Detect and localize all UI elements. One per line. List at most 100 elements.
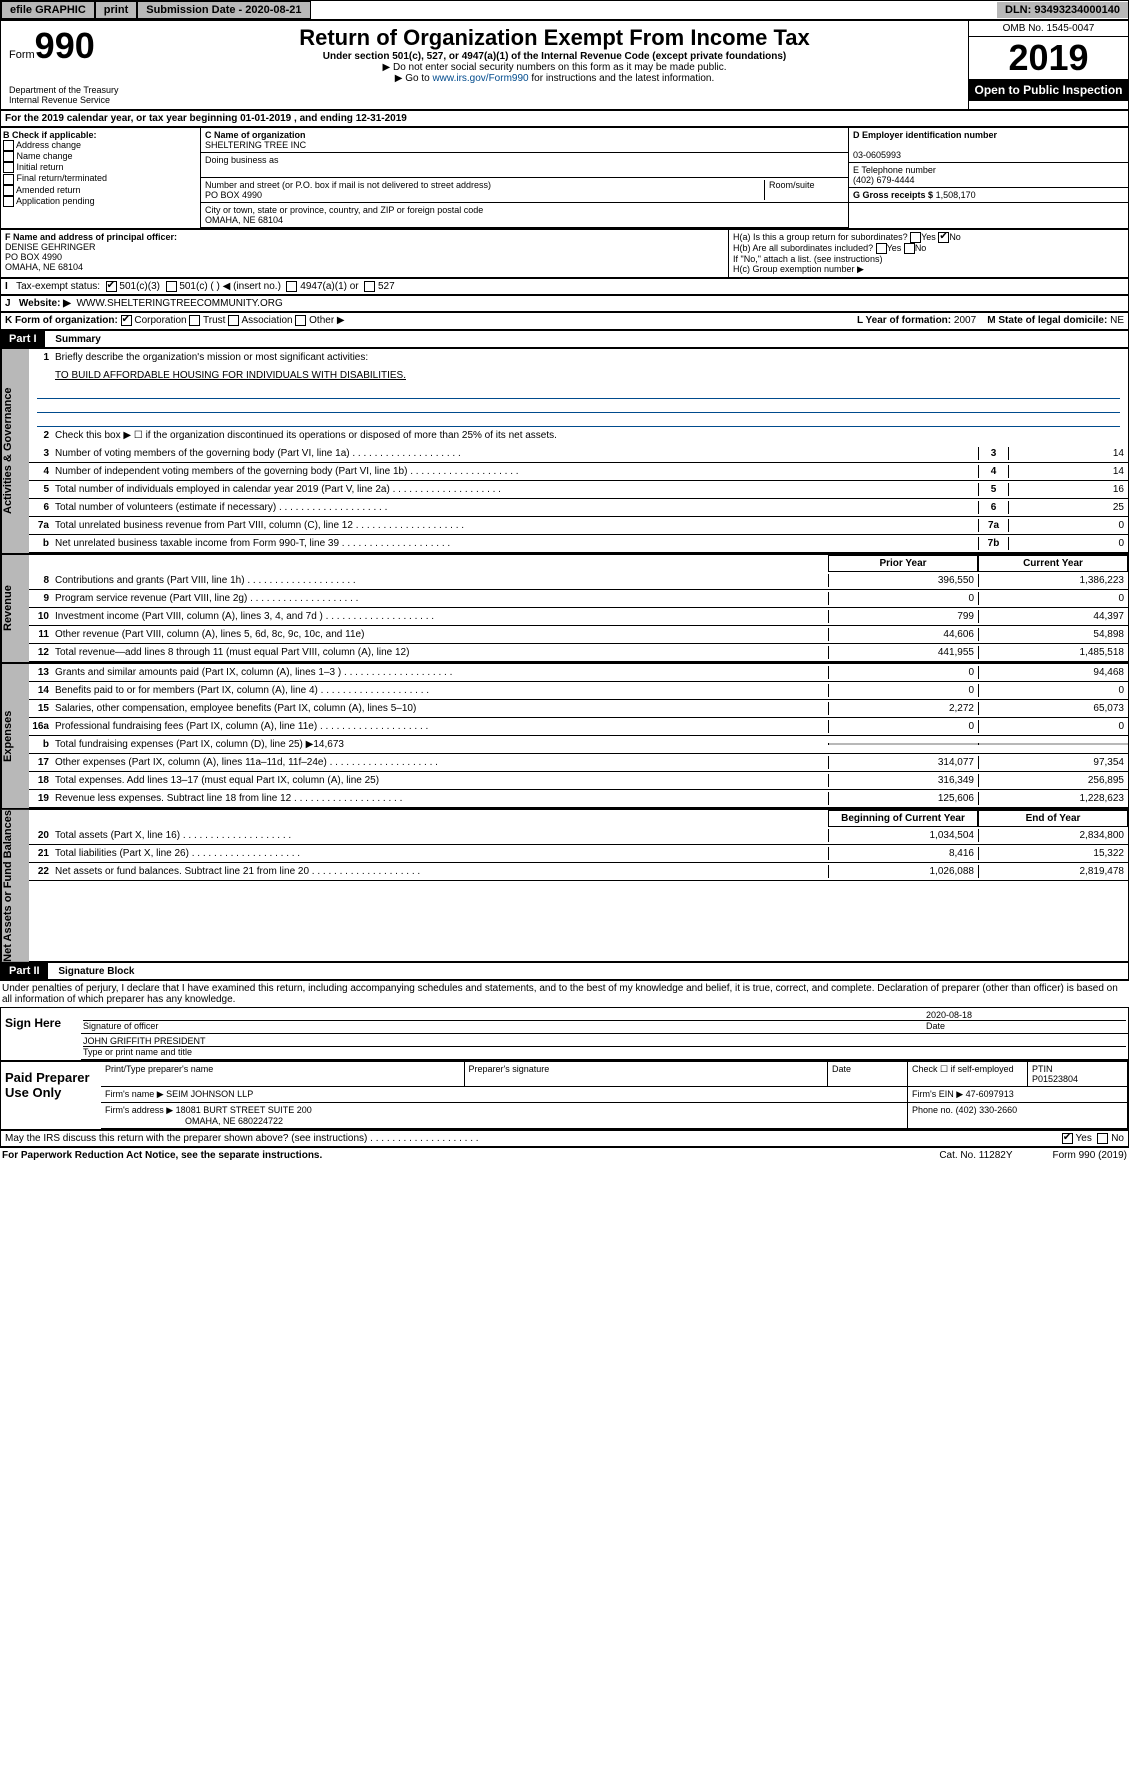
form-header: Form990 Department of the Treasury Inter… [0, 20, 1129, 110]
dln-label: DLN: 93493234000140 [997, 2, 1128, 18]
sign-here-label: Sign Here [1, 1008, 81, 1060]
form-number-cell: Form990 Department of the Treasury Inter… [1, 21, 141, 109]
line5: Total number of individuals employed in … [53, 483, 978, 496]
v6: 25 [1008, 501, 1128, 514]
chk-name[interactable]: Name change [3, 151, 198, 162]
period-row: For the 2019 calendar year, or tax year … [0, 110, 1129, 127]
box-b: B Check if applicable: Address change Na… [1, 128, 201, 228]
current-hdr: Current Year [978, 555, 1128, 572]
form-ref: Form 990 (2019) [1053, 1150, 1127, 1161]
room-label: Room/suite [764, 180, 844, 200]
form-title: Return of Organization Exempt From Incom… [145, 25, 964, 51]
addr-label: Number and street (or P.O. box if mail i… [205, 180, 491, 190]
gross-label: G Gross receipts $ [853, 190, 933, 200]
officer-addr1: PO BOX 4990 [5, 252, 724, 262]
form-990: 990 [35, 25, 95, 66]
efile-label: efile GRAPHIC [1, 1, 95, 19]
firm-name: SEIM JOHNSON LLP [166, 1089, 253, 1099]
hb: H(b) Are all subordinates included? Yes … [733, 243, 1124, 254]
line1: Briefly describe the organization's miss… [53, 351, 1128, 364]
ein-value: 03-0605993 [853, 150, 901, 160]
vtab-netassets: Net Assets or Fund Balances [1, 810, 29, 962]
box-b-label: B Check if applicable: [3, 130, 198, 140]
officer-addr2: OMAHA, NE 68104 [5, 262, 724, 272]
chk-pending[interactable]: Application pending [3, 196, 198, 207]
expenses-section: Expenses 13Grants and similar amounts pa… [0, 663, 1129, 809]
open-inspection: Open to Public Inspection [969, 79, 1128, 101]
org-city: OMAHA, NE 68104 [205, 215, 283, 225]
footer: For Paperwork Reduction Act Notice, see … [0, 1147, 1129, 1163]
box-c: C Name of organizationSHELTERING TREE IN… [201, 128, 848, 228]
title-cell: Return of Organization Exempt From Incom… [141, 21, 968, 109]
tax-status-row: I Tax-exempt status: 501(c)(3) 501(c) ( … [0, 278, 1129, 295]
chk-address[interactable]: Address change [3, 140, 198, 151]
vtab-governance: Activities & Governance [1, 349, 29, 553]
city-label: City or town, state or province, country… [205, 205, 483, 215]
identity-grid: B Check if applicable: Address change Na… [0, 127, 1129, 229]
part2-hdr: Part II [1, 963, 48, 979]
org-name: SHELTERING TREE INC [205, 140, 306, 150]
line3: Number of voting members of the governin… [53, 447, 978, 460]
note-link: ▶ Go to www.irs.gov/Form990 for instruct… [145, 73, 964, 84]
hb-note: If "No," attach a list. (see instruction… [733, 254, 1124, 264]
v5: 16 [1008, 483, 1128, 496]
officer-name: DENISE GEHRINGER [5, 242, 724, 252]
omb-cell: OMB No. 1545-0047 2019 Open to Public In… [968, 21, 1128, 109]
f-label: F Name and address of principal officer: [5, 232, 724, 242]
ptin: P01523804 [1032, 1074, 1078, 1084]
gross-value: 1,508,170 [936, 190, 976, 200]
firm-addr: 18081 BURT STREET SUITE 200 [176, 1105, 312, 1115]
c-name-label: C Name of organization [205, 130, 306, 140]
website-url[interactable]: WWW.SHELTERINGTREECOMMUNITY.ORG [76, 298, 282, 309]
box-f: F Name and address of principal officer:… [1, 230, 728, 277]
prior-hdr: Prior Year [828, 555, 978, 572]
pra-notice: For Paperwork Reduction Act Notice, see … [2, 1150, 322, 1161]
part1-title: Summary [47, 332, 109, 347]
netassets-section: Net Assets or Fund Balances Beginning of… [0, 809, 1129, 963]
box-h: H(a) Is this a group return for subordin… [728, 230, 1128, 277]
department: Department of the Treasury Internal Reve… [9, 85, 133, 105]
officer-group-grid: F Name and address of principal officer:… [0, 229, 1129, 278]
part2-title: Signature Block [50, 964, 142, 979]
perjury-text: Under penalties of perjury, I declare th… [0, 980, 1129, 1007]
mission: TO BUILD AFFORDABLE HOUSING FOR INDIVIDU… [53, 369, 1128, 382]
firm-phone: (402) 330-2660 [956, 1105, 1018, 1115]
chk-final[interactable]: Final return/terminated [3, 173, 198, 184]
v3: 14 [1008, 447, 1128, 460]
chk-amended[interactable]: Amended return [3, 185, 198, 196]
line2: Check this box ▶ ☐ if the organization d… [53, 429, 1128, 442]
tax-year: 2019 [969, 37, 1128, 79]
firm-ein: 47-6097913 [966, 1089, 1014, 1099]
v4: 14 [1008, 465, 1128, 478]
ha: H(a) Is this a group return for subordin… [733, 232, 1124, 243]
paid-preparer-label: Paid Preparer Use Only [1, 1062, 101, 1129]
right-boxes: D Employer identification number 03-06059… [848, 128, 1128, 228]
klm-row: K Form of organization: Corporation Trus… [0, 312, 1129, 329]
part2-bar: Part II Signature Block [0, 962, 1129, 980]
line7a: Total unrelated business revenue from Pa… [53, 519, 978, 532]
beg-hdr: Beginning of Current Year [828, 810, 978, 827]
org-address: PO BOX 4990 [205, 190, 262, 200]
top-bar: efile GRAPHIC print Submission Date - 20… [0, 0, 1129, 20]
chk-initial[interactable]: Initial return [3, 162, 198, 173]
submission-date: Submission Date - 2020-08-21 [137, 1, 310, 19]
line4: Number of independent voting members of … [53, 465, 978, 478]
v7b: 0 [1008, 537, 1128, 550]
line6: Total number of volunteers (estimate if … [53, 501, 978, 514]
ein-label: D Employer identification number [853, 130, 997, 140]
vtab-revenue: Revenue [1, 555, 29, 662]
governance-section: Activities & Governance 1Briefly describ… [0, 348, 1129, 554]
dba-label: Doing business as [205, 155, 279, 165]
phone-label: E Telephone number [853, 165, 936, 175]
part1-bar: Part I Summary [0, 330, 1129, 348]
line7b: Net unrelated business taxable income fr… [53, 537, 978, 550]
form-subtitle: Under section 501(c), 527, or 4947(a)(1)… [145, 51, 964, 62]
website-row: J Website: ▶ WWW.SHELTERINGTREECOMMUNITY… [0, 295, 1129, 312]
form-word: Form [9, 49, 35, 61]
cat-no: Cat. No. 11282Y [939, 1150, 1012, 1161]
hc: H(c) Group exemption number ▶ [733, 264, 1124, 275]
revenue-section: Revenue Prior YearCurrent Year 8Contribu… [0, 554, 1129, 663]
irs-link[interactable]: www.irs.gov/Form990 [432, 73, 528, 84]
end-hdr: End of Year [978, 810, 1128, 827]
print-button[interactable]: print [95, 1, 137, 19]
